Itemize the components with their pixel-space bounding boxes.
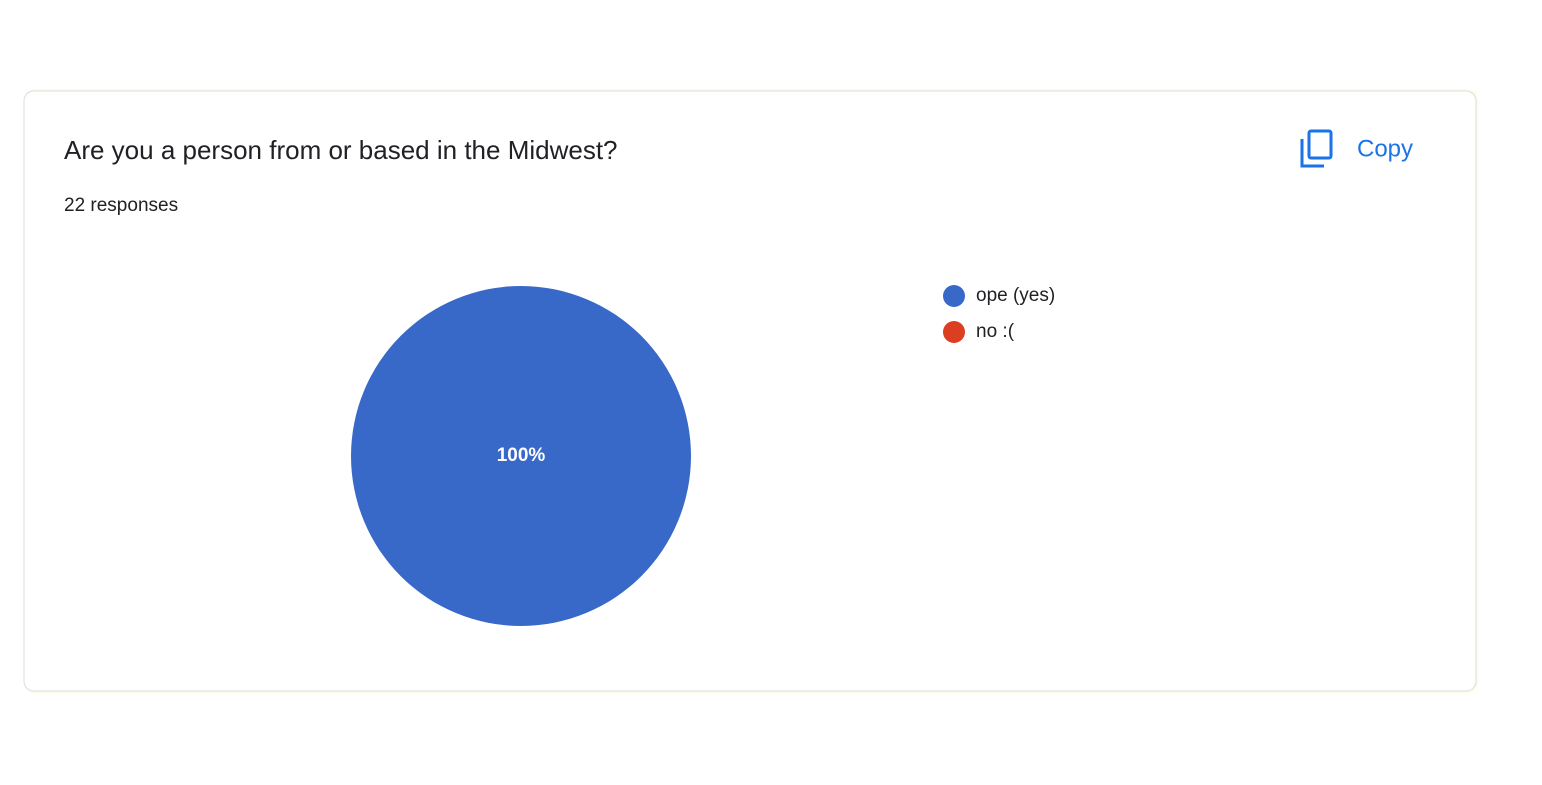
legend-swatch	[943, 285, 965, 307]
copy-button[interactable]: Copy	[1300, 129, 1413, 168]
question-title: Are you a person from or based in the Mi…	[64, 135, 618, 165]
response-count: 22 responses	[64, 195, 178, 216]
copy-icon-back	[1300, 139, 1324, 168]
copy-label[interactable]: Copy	[1357, 135, 1413, 162]
legend-label: no :(	[976, 321, 1015, 342]
pie-slice	[351, 286, 691, 626]
card	[23, 90, 1477, 692]
legend-swatch	[943, 321, 965, 343]
copy-icon-front	[1307, 129, 1333, 160]
legend-label: ope (yes)	[976, 285, 1055, 306]
slice-label: 100%	[497, 445, 546, 466]
